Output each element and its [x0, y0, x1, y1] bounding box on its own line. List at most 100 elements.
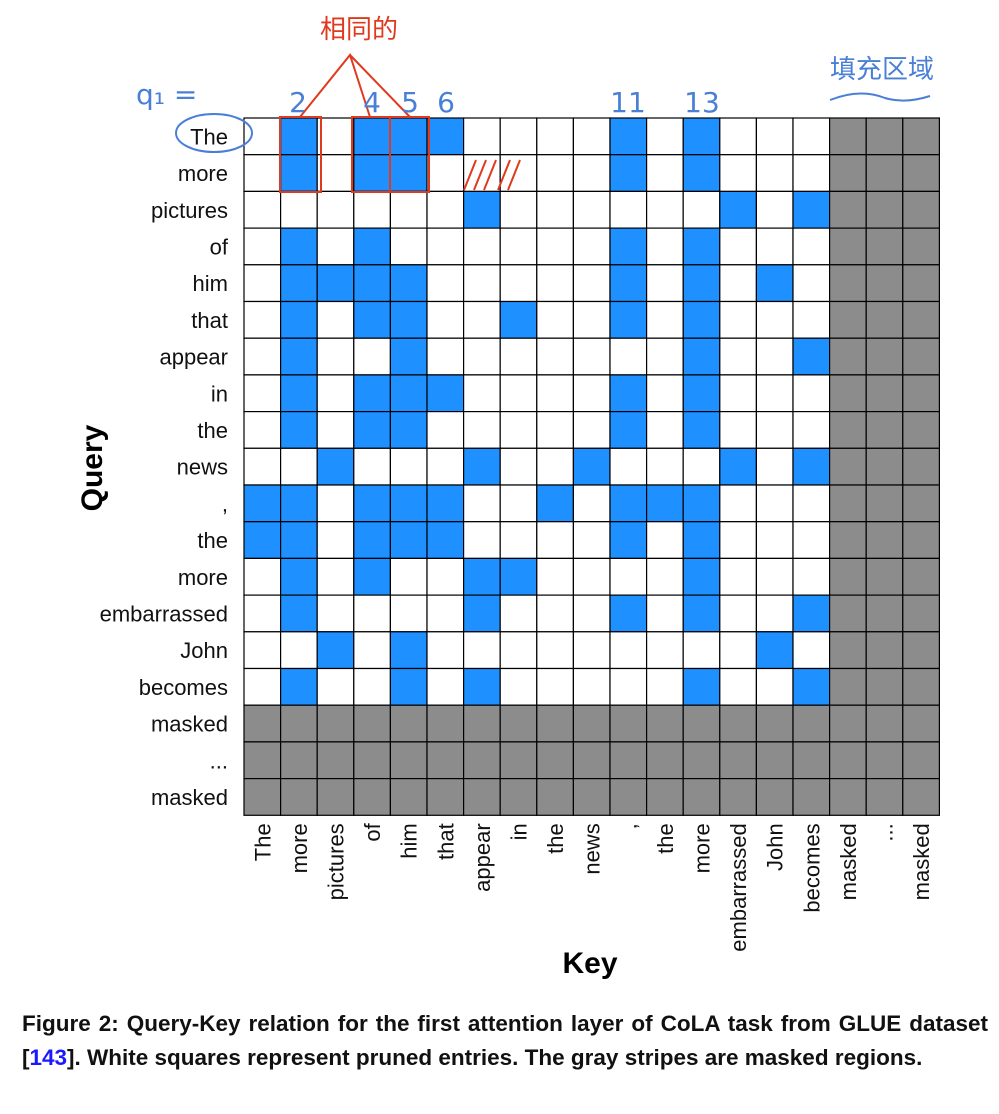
heatmap-cell	[902, 411, 940, 449]
heatmap-cell	[902, 594, 940, 633]
heatmap-cell	[389, 337, 428, 376]
heatmap-cell	[609, 667, 648, 706]
heatmap-cell	[645, 704, 684, 743]
query-token-label: the	[197, 418, 228, 443]
heatmap-cell	[719, 154, 757, 192]
heatmap-cell	[755, 337, 794, 376]
heatmap-cell	[645, 484, 684, 523]
heatmap-cell	[609, 704, 648, 743]
heatmap-cell	[243, 411, 282, 449]
annotation-column-number: 4	[363, 86, 381, 119]
heatmap-cell	[243, 300, 282, 339]
key-token-label: of	[360, 822, 385, 841]
heatmap-cell	[426, 631, 465, 670]
heatmap-cell	[280, 741, 318, 780]
heatmap-cell	[755, 777, 794, 816]
heatmap-cell	[316, 594, 355, 633]
heatmap-cell	[755, 411, 794, 449]
heatmap-cell	[682, 374, 721, 413]
heatmap-cell	[536, 154, 574, 192]
heatmap-cell	[316, 264, 355, 303]
heatmap-cell	[389, 374, 428, 413]
heatmap-cell	[609, 374, 648, 413]
heatmap-cell	[645, 631, 684, 670]
heatmap-cell	[463, 411, 501, 449]
heatmap-cell	[463, 190, 501, 229]
heatmap-cell	[865, 190, 904, 229]
heatmap-cell	[536, 631, 574, 670]
heatmap-cell	[389, 557, 428, 596]
heatmap-cell	[499, 667, 538, 706]
heatmap-cell	[280, 300, 318, 339]
heatmap-cell	[243, 227, 282, 266]
heatmap-cell	[536, 227, 574, 266]
heatmap-cell	[353, 447, 391, 486]
heatmap-cell	[426, 337, 465, 376]
key-token-label: masked	[909, 823, 934, 900]
heatmap-cell	[865, 154, 904, 192]
query-token-label: ...	[210, 748, 228, 773]
heatmap-cell	[243, 337, 282, 376]
heatmap-cell	[792, 264, 831, 303]
heatmap-cell	[902, 521, 940, 560]
heatmap-cell	[865, 264, 904, 303]
heatmap-cell	[792, 227, 831, 266]
heatmap-cell	[572, 447, 611, 486]
heatmap-cell	[243, 521, 282, 560]
heatmap-cell	[682, 447, 721, 486]
heatmap-cell	[719, 521, 757, 560]
heatmap-cell	[865, 777, 904, 816]
heatmap-cell	[719, 447, 757, 486]
heatmap-cell	[865, 484, 904, 523]
heatmap-cell	[792, 154, 831, 192]
heatmap-cell	[719, 777, 757, 816]
heatmap-cell	[426, 484, 465, 523]
heatmap-cell	[426, 300, 465, 339]
heatmap-cell	[499, 190, 538, 229]
heatmap-cell	[865, 300, 904, 339]
key-token-label: becomes	[799, 823, 824, 912]
annotation-column-number: 6	[437, 86, 455, 119]
heatmap-cell	[755, 557, 794, 596]
heatmap-cell	[426, 594, 465, 633]
heatmap-cell	[755, 631, 794, 670]
key-token-labels: The more pictures of him that appear in the news,…	[250, 822, 934, 951]
query-token-label: that	[191, 308, 228, 333]
heatmap-cell	[828, 374, 867, 413]
heatmap-cell	[499, 594, 538, 633]
heatmap-cell	[499, 300, 538, 339]
key-token-label: more	[690, 823, 715, 873]
heatmap-cell	[828, 521, 867, 560]
heatmap-cell	[572, 337, 611, 376]
key-token-label: the	[543, 823, 568, 854]
heatmap-cell	[316, 337, 355, 376]
heatmap-cell	[243, 484, 282, 523]
heatmap-cell	[755, 704, 794, 743]
key-token-label: the	[653, 823, 678, 854]
heatmap-cell	[755, 447, 794, 486]
heatmap-cell	[755, 484, 794, 523]
heatmap-cell	[719, 631, 757, 670]
heatmap-cell	[572, 374, 611, 413]
heatmap-cell	[426, 227, 465, 266]
heatmap-cell	[792, 777, 831, 816]
heatmap-cell	[682, 521, 721, 560]
heatmap-cell	[536, 300, 574, 339]
heatmap-cell	[316, 667, 355, 706]
key-token-label: masked	[836, 823, 861, 900]
query-token-label: pictures	[151, 198, 228, 223]
heatmap-cell	[243, 594, 282, 633]
heatmap-cell	[316, 117, 355, 156]
heatmap-cell	[463, 447, 501, 486]
heatmap-cell	[792, 374, 831, 413]
heatmap-cell	[792, 704, 831, 743]
heatmap-cell	[243, 154, 282, 192]
heatmap-cell	[389, 484, 428, 523]
heatmap-cell	[572, 190, 611, 229]
caption-reference-link[interactable]: 143	[29, 1045, 68, 1070]
heatmap-cell	[755, 264, 794, 303]
heatmap-cell	[353, 300, 391, 339]
query-token-label: more	[178, 565, 228, 590]
heatmap-cell	[572, 594, 611, 633]
heatmap-cell	[828, 300, 867, 339]
